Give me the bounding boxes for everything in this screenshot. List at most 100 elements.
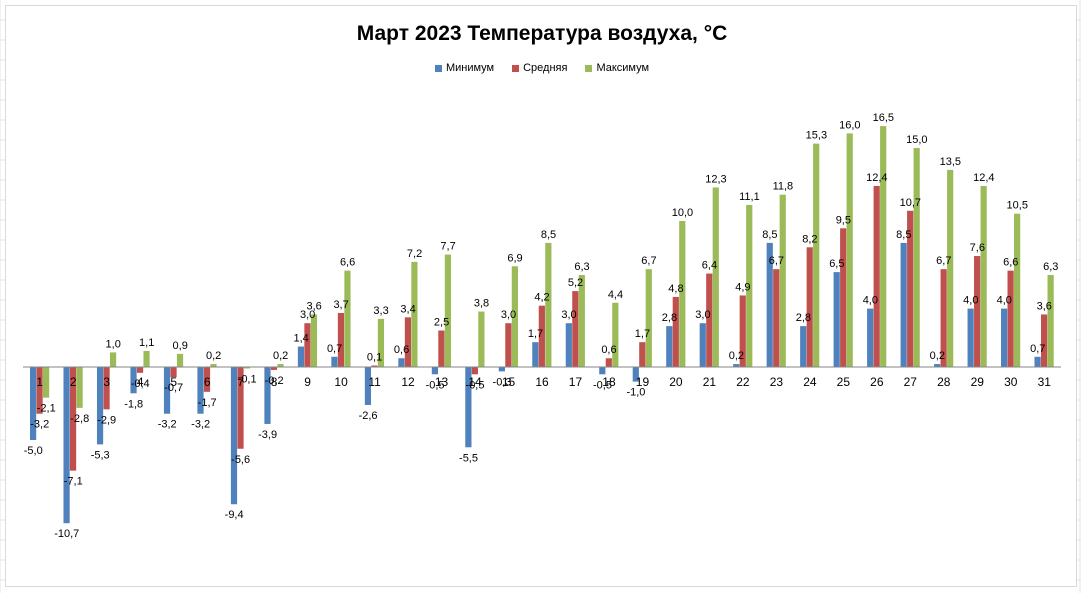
bar-avg-20[interactable] — [672, 296, 679, 367]
bar-min-17[interactable] — [565, 323, 572, 367]
bar-avg-11[interactable] — [371, 365, 378, 367]
bar-min-23[interactable] — [766, 242, 773, 367]
bar-min-18[interactable] — [599, 367, 606, 375]
bar-avg-23[interactable] — [773, 269, 780, 367]
bar-min-5[interactable] — [163, 367, 171, 414]
bar-avg-16[interactable] — [538, 305, 545, 367]
bar-avg-31[interactable] — [1041, 314, 1048, 367]
bar-max-13[interactable] — [444, 254, 451, 367]
data-label-max-10: 6,6 — [340, 257, 355, 269]
bar-max-9[interactable] — [310, 314, 318, 367]
bar-max-25[interactable] — [846, 133, 853, 367]
bar-min-7[interactable] — [230, 367, 238, 505]
bar-min-30[interactable] — [1001, 308, 1008, 367]
bar-max-12[interactable] — [411, 261, 418, 367]
bar-avg-14[interactable] — [471, 367, 478, 375]
bar-max-29[interactable] — [980, 185, 987, 367]
bar-avg-29[interactable] — [974, 256, 981, 367]
data-label-avg-27: 10,7 — [900, 197, 921, 209]
bar-avg-7[interactable] — [237, 367, 244, 449]
bar-max-31[interactable] — [1047, 275, 1054, 367]
bar-min-3[interactable] — [96, 367, 104, 445]
bar-min-22[interactable] — [733, 364, 740, 367]
chart-area[interactable]: Март 2023 Температура воздуха, °С Миниму… — [5, 5, 1077, 587]
bar-avg-9[interactable] — [304, 323, 311, 367]
bar-avg-8[interactable] — [270, 367, 278, 370]
bar-max-3[interactable] — [109, 352, 117, 367]
bar-min-16[interactable] — [532, 342, 539, 367]
bar-avg-27[interactable] — [907, 210, 914, 367]
bar-max-23[interactable] — [779, 194, 786, 367]
data-label-avg-31: 3,6 — [1037, 300, 1052, 312]
data-label-avg-24: 8,2 — [802, 233, 817, 245]
bar-min-2[interactable] — [63, 367, 70, 524]
bar-avg-2[interactable] — [69, 367, 77, 471]
bar-max-16[interactable] — [545, 242, 552, 367]
bar-max-8[interactable] — [277, 364, 284, 367]
bar-min-27[interactable] — [900, 242, 907, 367]
bar-avg-13[interactable] — [438, 330, 445, 368]
bar-min-9[interactable] — [297, 346, 305, 367]
bar-min-29[interactable] — [967, 308, 974, 367]
bar-min-10[interactable] — [331, 356, 338, 367]
bar-max-21[interactable] — [712, 187, 719, 367]
bar-max-15[interactable] — [511, 266, 518, 367]
bar-min-25[interactable] — [833, 272, 840, 367]
bar-avg-25[interactable] — [840, 228, 847, 367]
bar-max-22[interactable] — [746, 204, 753, 367]
bar-avg-26[interactable] — [873, 185, 880, 367]
bar-min-4[interactable] — [130, 367, 137, 394]
bar-max-17[interactable] — [578, 275, 585, 367]
bar-avg-21[interactable] — [706, 273, 713, 367]
bar-avg-10[interactable] — [337, 312, 345, 367]
bar-min-11[interactable] — [364, 367, 372, 405]
bar-min-14[interactable] — [465, 367, 472, 448]
bar-avg-18[interactable] — [605, 358, 612, 367]
bar-min-12[interactable] — [398, 358, 405, 367]
bar-avg-30[interactable] — [1007, 270, 1014, 367]
bar-max-27[interactable] — [913, 148, 920, 367]
bar-max-26[interactable] — [880, 126, 887, 367]
bar-max-19[interactable] — [645, 269, 652, 367]
bar-min-28[interactable] — [934, 364, 941, 367]
bar-min-8[interactable] — [264, 367, 271, 424]
bar-avg-17[interactable] — [572, 291, 579, 367]
bar-avg-28[interactable] — [940, 269, 947, 367]
x-tick-label-30: 30 — [1004, 375, 1018, 389]
bar-max-18[interactable] — [612, 302, 619, 367]
bar-min-1[interactable] — [29, 367, 37, 440]
bar-min-15[interactable] — [498, 367, 505, 372]
bar-max-7[interactable] — [243, 367, 251, 369]
bar-avg-1[interactable] — [36, 367, 43, 414]
bar-max-14[interactable] — [478, 311, 485, 367]
bar-max-11[interactable] — [377, 318, 385, 367]
bar-avg-22[interactable] — [739, 295, 746, 367]
bar-max-6[interactable] — [210, 364, 217, 367]
bar-max-4[interactable] — [143, 350, 150, 367]
bar-avg-6[interactable] — [203, 367, 211, 392]
bar-max-20[interactable] — [679, 221, 686, 367]
bar-min-6[interactable] — [197, 367, 204, 414]
bar-avg-3[interactable] — [103, 367, 110, 410]
bar-avg-15[interactable] — [505, 323, 512, 367]
bar-max-24[interactable] — [813, 143, 820, 367]
bar-min-13[interactable] — [431, 367, 438, 375]
bar-min-21[interactable] — [699, 323, 706, 367]
bar-min-26[interactable] — [867, 308, 874, 367]
bar-min-20[interactable] — [666, 326, 673, 367]
bar-max-28[interactable] — [947, 169, 954, 367]
bar-max-30[interactable] — [1014, 213, 1021, 367]
bar-avg-5[interactable] — [170, 367, 177, 378]
bar-min-24[interactable] — [800, 326, 807, 367]
bar-avg-4[interactable] — [136, 367, 144, 373]
bar-max-2[interactable] — [76, 367, 83, 408]
bar-min-31[interactable] — [1034, 356, 1041, 367]
data-label-max-29: 12,4 — [973, 172, 994, 184]
bar-max-10[interactable] — [344, 270, 351, 367]
bar-avg-19[interactable] — [639, 342, 646, 367]
bar-avg-24[interactable] — [806, 247, 813, 367]
bar-max-1[interactable] — [42, 367, 50, 398]
bar-max-5[interactable] — [176, 353, 184, 367]
bar-min-19[interactable] — [632, 367, 639, 382]
bar-avg-12[interactable] — [404, 317, 412, 367]
